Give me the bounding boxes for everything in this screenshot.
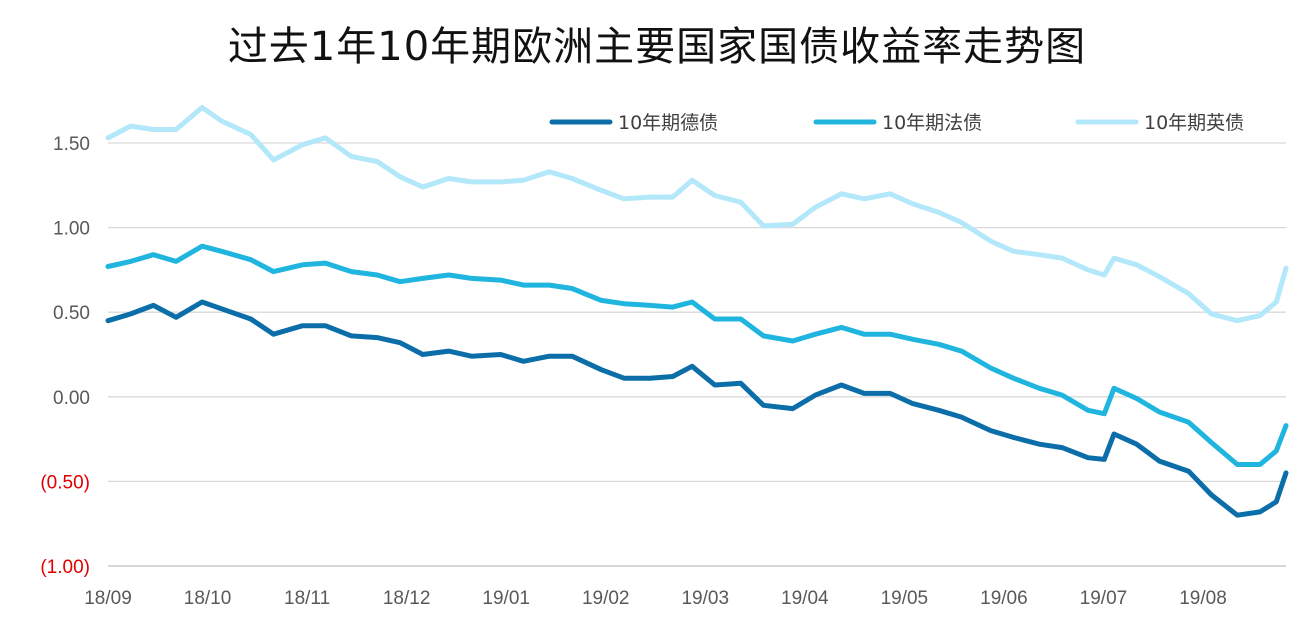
legend-label: 10年期法债 [882, 112, 982, 134]
y-tick-label: 0.50 [53, 303, 90, 324]
chart-title: 过去1年10年期欧洲主要国家国债收益率走势图 [227, 24, 1087, 70]
grid-lines [108, 142, 1286, 483]
x-tick-label: 19/08 [1179, 588, 1227, 609]
y-axis-labels: 1.50 1.00 0.50 0.00 (0.50) (1.00) [40, 134, 90, 578]
x-tick-label: 19/04 [781, 588, 829, 609]
series-line [105, 299, 1289, 518]
series-line [105, 105, 1289, 324]
x-axis-labels: 18/09 18/10 18/11 18/12 19/01 19/02 19/03 19/04… [84, 588, 1227, 609]
x-tick-label: 19/01 [482, 588, 530, 609]
x-tick-label: 19/05 [881, 588, 929, 609]
x-tick-label: 18/12 [383, 588, 431, 609]
x-tick-label: 18/10 [184, 588, 232, 609]
x-tick-label: 19/02 [582, 588, 630, 609]
y-tick-label: 1.00 [53, 219, 90, 240]
series-lines [105, 105, 1289, 518]
y-tick-label: (0.50) [40, 472, 90, 493]
legend-label: 10年期英债 [1144, 112, 1244, 134]
series-line [105, 243, 1289, 467]
x-tick-label: 18/09 [84, 588, 132, 609]
legend-label: 10年期德债 [618, 112, 718, 134]
y-tick-label: 0.00 [53, 388, 90, 409]
x-tick-label: 19/07 [1080, 588, 1128, 609]
x-tick-label: 19/06 [980, 588, 1028, 609]
x-tick-label: 19/03 [681, 588, 729, 609]
x-tick-label: 18/11 [284, 588, 330, 609]
y-tick-label: (1.00) [40, 557, 90, 578]
legend: 10年期德债 10年期法债 10年期英债 [549, 112, 1244, 134]
y-tick-label: 1.50 [53, 134, 90, 155]
